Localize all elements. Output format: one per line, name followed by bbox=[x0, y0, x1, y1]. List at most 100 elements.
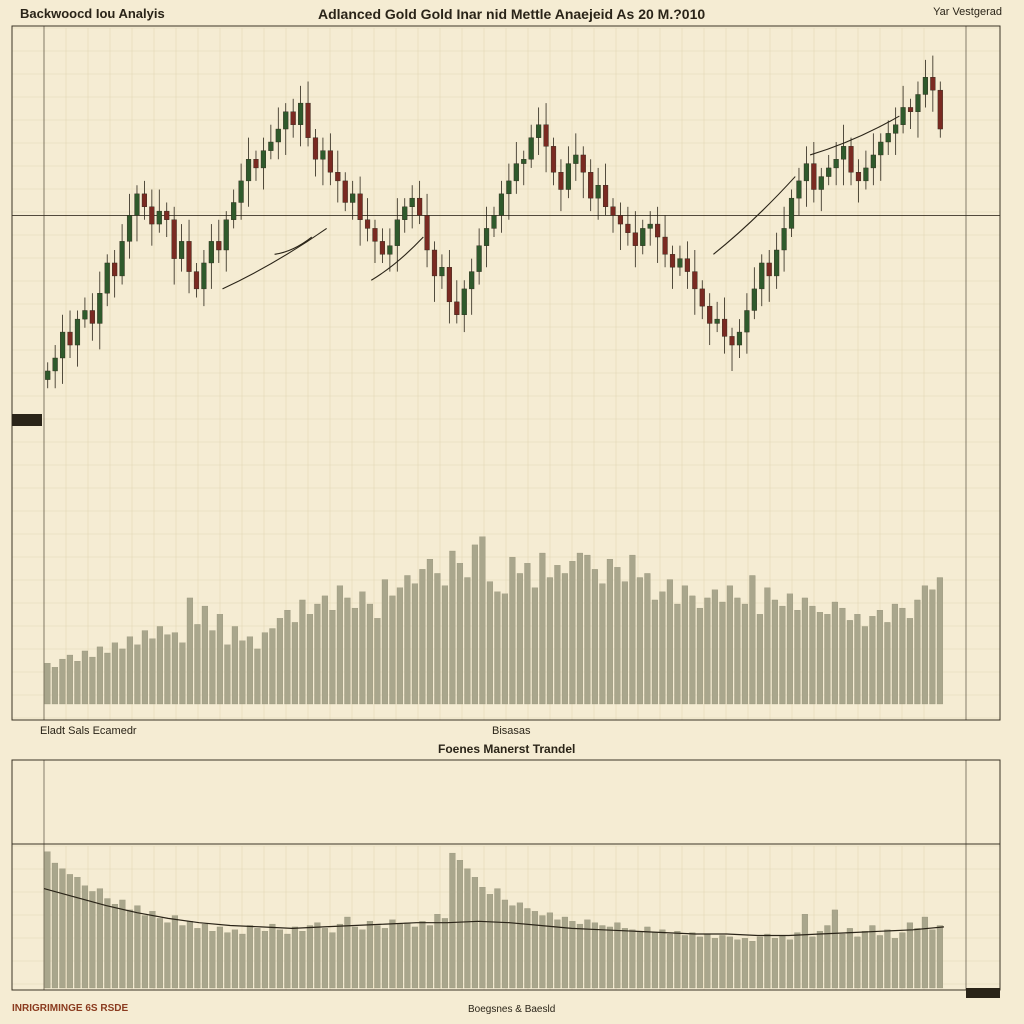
candle bbox=[372, 219, 378, 263]
candle bbox=[439, 254, 445, 289]
volume-bar bbox=[261, 632, 268, 705]
lower-bar bbox=[111, 904, 118, 989]
lower-bar bbox=[501, 899, 508, 989]
candle bbox=[848, 137, 854, 186]
volume-bar bbox=[119, 648, 126, 705]
candle bbox=[707, 293, 713, 346]
volume-bar bbox=[584, 554, 591, 705]
lower-bar bbox=[276, 929, 283, 989]
volume-bar bbox=[531, 587, 538, 705]
volume-bar bbox=[164, 634, 171, 705]
lower-bar bbox=[329, 932, 336, 989]
candle bbox=[640, 219, 646, 255]
volume-bar bbox=[636, 577, 643, 705]
lower-bar bbox=[741, 938, 748, 989]
candle bbox=[305, 81, 311, 147]
volume-bar bbox=[179, 642, 186, 705]
info-panel-frame bbox=[11, 759, 1001, 845]
lower-bar bbox=[509, 905, 516, 989]
volume-bar bbox=[891, 603, 898, 705]
volume-bar bbox=[449, 550, 456, 705]
volume-bar bbox=[734, 597, 741, 705]
lower-bar bbox=[516, 902, 523, 989]
candle bbox=[543, 103, 549, 173]
volume-bar bbox=[254, 648, 261, 705]
candle bbox=[357, 176, 363, 246]
trendline bbox=[370, 236, 424, 281]
volume-bar bbox=[246, 636, 253, 705]
volume-bar bbox=[441, 585, 448, 705]
candle bbox=[156, 189, 162, 233]
candle bbox=[424, 193, 430, 268]
candle bbox=[275, 107, 281, 160]
candle bbox=[900, 85, 906, 134]
candle bbox=[171, 206, 177, 285]
lower-bar bbox=[621, 928, 628, 989]
candle bbox=[803, 146, 809, 207]
chart-title: Adlanced Gold Gold Inar nid Mettle Anaej… bbox=[318, 6, 706, 22]
volume-bar bbox=[411, 583, 418, 705]
volume-series bbox=[44, 536, 943, 705]
lower-bar bbox=[576, 923, 583, 989]
lower-bar bbox=[546, 912, 553, 989]
volume-bar bbox=[81, 650, 88, 705]
lower-bar bbox=[636, 931, 643, 989]
lower-bar bbox=[381, 928, 388, 989]
volume-bar bbox=[801, 597, 808, 705]
volume-bar bbox=[666, 579, 673, 705]
candle bbox=[67, 310, 73, 358]
volume-bar bbox=[291, 622, 298, 705]
lower-bar bbox=[201, 923, 208, 989]
lower-bar bbox=[96, 888, 103, 989]
lower-bar bbox=[134, 905, 141, 989]
candle bbox=[268, 124, 274, 160]
volume-bar bbox=[854, 614, 861, 705]
volume-bar bbox=[374, 618, 381, 705]
volume-bar bbox=[869, 616, 876, 705]
candle bbox=[662, 215, 668, 268]
lower-bar bbox=[426, 925, 433, 989]
lower-bar bbox=[606, 926, 613, 989]
candle bbox=[119, 224, 125, 285]
candle bbox=[736, 319, 743, 358]
volume-bar bbox=[419, 569, 426, 705]
volume-bar bbox=[201, 605, 208, 705]
lower-bar bbox=[764, 933, 771, 989]
volume-bar bbox=[509, 556, 516, 705]
main-x-caption-center: Bisasas bbox=[492, 725, 531, 737]
lower-bar bbox=[186, 921, 193, 989]
candle bbox=[253, 150, 259, 181]
volume-bar bbox=[771, 599, 778, 705]
candle bbox=[669, 245, 676, 289]
candle bbox=[930, 55, 936, 112]
candle bbox=[841, 124, 847, 186]
volume-bar bbox=[216, 614, 223, 705]
volume-bar bbox=[726, 585, 733, 705]
lower-bar bbox=[756, 936, 763, 989]
lower-bar bbox=[839, 933, 846, 989]
volume-bar bbox=[224, 644, 231, 705]
main-panel-frame bbox=[11, 25, 1001, 721]
candle bbox=[573, 133, 579, 181]
trendline bbox=[274, 236, 313, 255]
candle bbox=[52, 345, 58, 389]
lower-bar bbox=[599, 925, 606, 989]
volume-bar bbox=[756, 614, 763, 705]
lower-trendline-layer bbox=[43, 888, 945, 937]
lower-bar bbox=[434, 914, 441, 989]
volume-bar bbox=[884, 622, 891, 705]
lower-bar bbox=[561, 916, 568, 989]
lower-bar bbox=[531, 911, 538, 989]
volume-bar bbox=[126, 636, 133, 705]
volume-bar bbox=[344, 597, 351, 705]
lower-bar bbox=[644, 926, 651, 989]
candle bbox=[141, 180, 147, 220]
candle bbox=[677, 245, 683, 276]
candle bbox=[580, 146, 586, 199]
trendline-layer bbox=[222, 115, 900, 290]
volume-bar bbox=[351, 607, 358, 705]
candle bbox=[149, 189, 155, 246]
lower-bar bbox=[614, 922, 621, 989]
lower-bar bbox=[936, 925, 943, 989]
